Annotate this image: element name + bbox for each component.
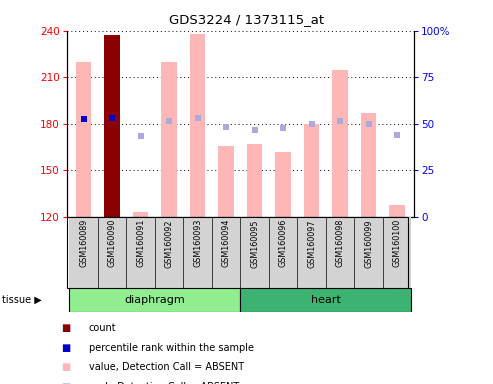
- Bar: [383, 217, 411, 288]
- Text: GSM160094: GSM160094: [221, 219, 231, 268]
- Bar: [105, 35, 120, 217]
- Bar: [190, 34, 206, 217]
- Text: tissue ▶: tissue ▶: [2, 295, 42, 305]
- Bar: [297, 217, 326, 288]
- Text: ■: ■: [62, 323, 71, 333]
- Text: value, Detection Call = ABSENT: value, Detection Call = ABSENT: [89, 362, 244, 372]
- Text: heart: heart: [311, 295, 341, 305]
- Text: GDS3224 / 1373115_at: GDS3224 / 1373115_at: [169, 13, 324, 26]
- Bar: [98, 217, 126, 288]
- Bar: [218, 146, 234, 217]
- Text: GSM160097: GSM160097: [307, 219, 316, 268]
- Text: percentile rank within the sample: percentile rank within the sample: [89, 343, 254, 353]
- Text: GSM160093: GSM160093: [193, 219, 202, 268]
- Text: GSM160092: GSM160092: [165, 219, 174, 268]
- Bar: [247, 144, 262, 217]
- Bar: [326, 217, 354, 288]
- Text: ■: ■: [62, 343, 71, 353]
- Text: GSM160098: GSM160098: [336, 219, 345, 268]
- Bar: [389, 205, 405, 217]
- Bar: [304, 124, 319, 217]
- Text: ■: ■: [62, 362, 71, 372]
- Text: count: count: [89, 323, 116, 333]
- Text: GSM160090: GSM160090: [107, 219, 117, 268]
- Bar: [275, 152, 291, 217]
- Text: GSM160089: GSM160089: [79, 219, 88, 268]
- Bar: [155, 217, 183, 288]
- Text: ■: ■: [62, 382, 71, 384]
- Text: GSM160099: GSM160099: [364, 219, 373, 268]
- Bar: [126, 217, 155, 288]
- Bar: [161, 62, 177, 217]
- Bar: [332, 70, 348, 217]
- Bar: [241, 288, 411, 312]
- Bar: [76, 62, 92, 217]
- Bar: [269, 217, 297, 288]
- Bar: [183, 217, 212, 288]
- Text: GSM160091: GSM160091: [136, 219, 145, 268]
- Bar: [70, 217, 98, 288]
- Text: GSM160100: GSM160100: [392, 219, 401, 267]
- Bar: [70, 288, 241, 312]
- Bar: [212, 217, 241, 288]
- Text: rank, Detection Call = ABSENT: rank, Detection Call = ABSENT: [89, 382, 239, 384]
- Bar: [361, 113, 376, 217]
- Bar: [133, 212, 148, 217]
- Text: diaphragm: diaphragm: [125, 295, 185, 305]
- Bar: [241, 217, 269, 288]
- Bar: [354, 217, 383, 288]
- Text: GSM160096: GSM160096: [279, 219, 287, 268]
- Text: GSM160095: GSM160095: [250, 219, 259, 268]
